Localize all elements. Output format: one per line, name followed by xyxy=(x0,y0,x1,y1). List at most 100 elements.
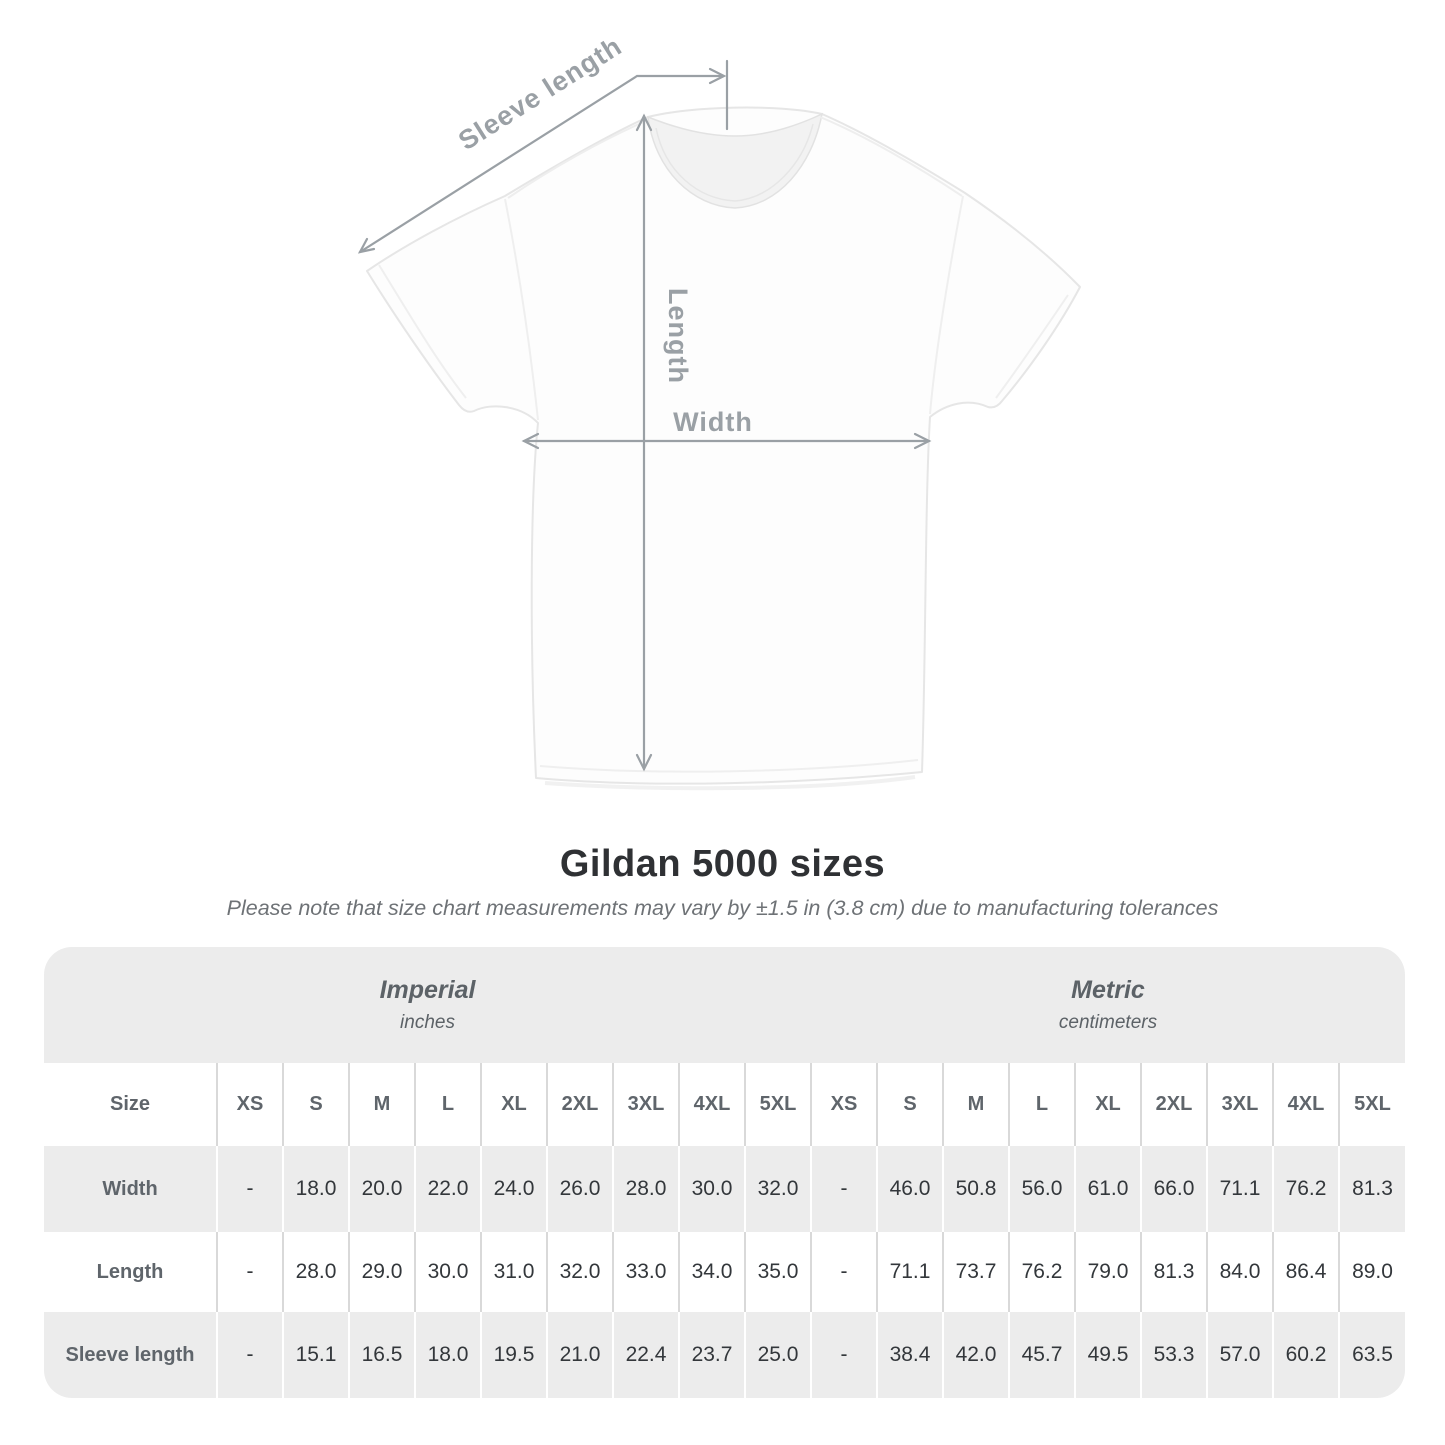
imperial-size-xs: XS xyxy=(217,1063,284,1146)
length-row: Length - 28.0 29.0 30.0 31.0 32.0 33.0 3… xyxy=(44,1232,1405,1312)
length-imperial-5xl: 35.0 xyxy=(745,1232,812,1312)
width-metric-4xl: 76.2 xyxy=(1273,1146,1340,1232)
width-arrow xyxy=(521,432,932,450)
imperial-header: Imperial inches xyxy=(44,947,811,1063)
width-metric-xl: 61.0 xyxy=(1075,1146,1142,1232)
tshirt-illustration xyxy=(366,106,1081,791)
sleeve-length-row: Sleeve length - 15.1 16.5 18.0 19.5 21.0… xyxy=(44,1312,1405,1398)
tolerance-note: Please note that size chart measurements… xyxy=(226,896,1219,920)
metric-subtitle: centimeters xyxy=(1058,1012,1158,1033)
length-metric-2xl: 81.3 xyxy=(1141,1232,1208,1312)
width-imperial-xl: 24.0 xyxy=(481,1146,548,1232)
length-arrow xyxy=(635,113,653,772)
width-imperial-s: 18.0 xyxy=(283,1146,350,1232)
metric-title: Metric xyxy=(1071,976,1145,1004)
imperial-size-3xl: 3XL xyxy=(613,1063,680,1146)
length-imperial-m: 29.0 xyxy=(349,1232,416,1312)
sleeve-metric-3xl: 57.0 xyxy=(1207,1312,1274,1398)
imperial-size-2xl: 2XL xyxy=(547,1063,614,1146)
width-metric-m: 50.8 xyxy=(943,1146,1010,1232)
sleeve-imperial-s: 15.1 xyxy=(283,1312,350,1398)
size-header-cell: Size xyxy=(44,1063,218,1146)
width-metric-2xl: 66.0 xyxy=(1141,1146,1208,1232)
width-imperial-l: 22.0 xyxy=(415,1146,482,1232)
length-metric-5xl: 89.0 xyxy=(1352,1260,1393,1283)
length-imperial-2xl: 32.0 xyxy=(547,1232,614,1312)
length-imperial-4xl: 34.0 xyxy=(679,1232,746,1312)
unit-header-band: Imperial inches Metric centimeters xyxy=(44,947,1405,1063)
sleeve-imperial-xs: - xyxy=(217,1312,284,1398)
width-imperial-4xl: 30.0 xyxy=(679,1146,746,1232)
metric-size-3xl: 3XL xyxy=(1207,1063,1274,1146)
length-imperial-s: 28.0 xyxy=(283,1232,350,1312)
metric-size-s: S xyxy=(877,1063,944,1146)
sleeve-metric-s: 38.4 xyxy=(877,1312,944,1398)
metric-size-l: L xyxy=(1009,1063,1076,1146)
sleeve-imperial-l: 18.0 xyxy=(415,1312,482,1398)
length-metric-l: 76.2 xyxy=(1009,1232,1076,1312)
width-row-label: Width xyxy=(44,1146,218,1232)
width-metric-s: 46.0 xyxy=(877,1146,944,1232)
width-imperial-3xl: 28.0 xyxy=(613,1146,680,1232)
sleeve-metric-l: 45.7 xyxy=(1009,1312,1076,1398)
imperial-size-4xl: 4XL xyxy=(679,1063,746,1146)
sleeve-row-label: Sleeve length xyxy=(44,1312,218,1398)
length-metric-4xl: 86.4 xyxy=(1273,1232,1340,1312)
length-imperial-l: 30.0 xyxy=(415,1232,482,1312)
width-row: Width - 18.0 20.0 22.0 24.0 26.0 28.0 30… xyxy=(44,1146,1405,1232)
length-metric-3xl: 84.0 xyxy=(1207,1232,1274,1312)
sleeve-imperial-2xl: 21.0 xyxy=(547,1312,614,1398)
size-header-row: Size XS S M L XL 2XL 3XL 4XL 5XL XS S M … xyxy=(44,1063,1405,1146)
length-label: Length xyxy=(663,288,693,384)
imperial-size-s: S xyxy=(283,1063,350,1146)
imperial-size-l: L xyxy=(415,1063,482,1146)
imperial-size-xl: XL xyxy=(481,1063,548,1146)
width-metric-5xl: 81.3 xyxy=(1339,1146,1405,1232)
width-imperial-m: 20.0 xyxy=(349,1146,416,1232)
width-imperial-xs: - xyxy=(217,1146,284,1232)
size-chart-table: Imperial inches Metric centimeters Size … xyxy=(44,947,1405,1398)
metric-header: Metric centimeters xyxy=(811,947,1405,1063)
sleeve-imperial-xl: 19.5 xyxy=(481,1312,548,1398)
imperial-size-m: M xyxy=(349,1063,416,1146)
length-metric-xl: 79.0 xyxy=(1075,1232,1142,1312)
length-imperial-xs: - xyxy=(217,1232,284,1312)
sleeve-metric-xl: 49.5 xyxy=(1075,1312,1142,1398)
length-metric-s: 71.1 xyxy=(877,1232,944,1312)
sleeve-metric-5xl: 63.5 xyxy=(1339,1312,1405,1398)
metric-size-xs: XS xyxy=(811,1063,878,1146)
width-metric-3xl: 71.1 xyxy=(1207,1146,1274,1232)
metric-size-4xl: 4XL xyxy=(1273,1063,1340,1146)
imperial-title: Imperial xyxy=(379,976,476,1004)
page-title: Gildan 5000 sizes xyxy=(559,843,886,885)
length-metric-xs: - xyxy=(811,1232,878,1312)
imperial-subtitle: inches xyxy=(400,1012,455,1033)
sleeve-imperial-4xl: 23.7 xyxy=(679,1312,746,1398)
width-imperial-5xl: 32.0 xyxy=(745,1146,812,1232)
metric-size-5xl: 5XL xyxy=(1354,1093,1391,1115)
metric-size-2xl: 2XL xyxy=(1141,1063,1208,1146)
sleeve-metric-2xl: 53.3 xyxy=(1141,1312,1208,1398)
sleeve-metric-xs: - xyxy=(811,1312,878,1398)
width-metric-xs: - xyxy=(811,1146,878,1232)
length-row-label: Length xyxy=(44,1232,218,1312)
sleeve-imperial-3xl: 22.4 xyxy=(613,1312,680,1398)
collar xyxy=(647,112,824,209)
sleeve-imperial-5xl: 25.0 xyxy=(745,1312,812,1398)
imperial-size-5xl: 5XL xyxy=(745,1063,812,1146)
sleeve-length-arrow xyxy=(357,59,729,254)
sleeve-metric-m: 42.0 xyxy=(943,1312,1010,1398)
sleeve-imperial-m: 16.5 xyxy=(349,1312,416,1398)
width-label: Width xyxy=(673,407,753,437)
width-metric-l: 56.0 xyxy=(1009,1146,1076,1232)
length-imperial-3xl: 33.0 xyxy=(613,1232,680,1312)
metric-size-m: M xyxy=(943,1063,1010,1146)
width-imperial-2xl: 26.0 xyxy=(547,1146,614,1232)
tshirt-measurement-diagram: Sleeve length Length Width xyxy=(357,31,1081,791)
length-imperial-xl: 31.0 xyxy=(481,1232,548,1312)
size-table: Size XS S M L XL 2XL 3XL 4XL 5XL XS S M … xyxy=(44,1063,1405,1398)
sleeve-metric-4xl: 60.2 xyxy=(1273,1312,1340,1398)
metric-size-xl: XL xyxy=(1075,1063,1142,1146)
length-metric-m: 73.7 xyxy=(943,1232,1010,1312)
